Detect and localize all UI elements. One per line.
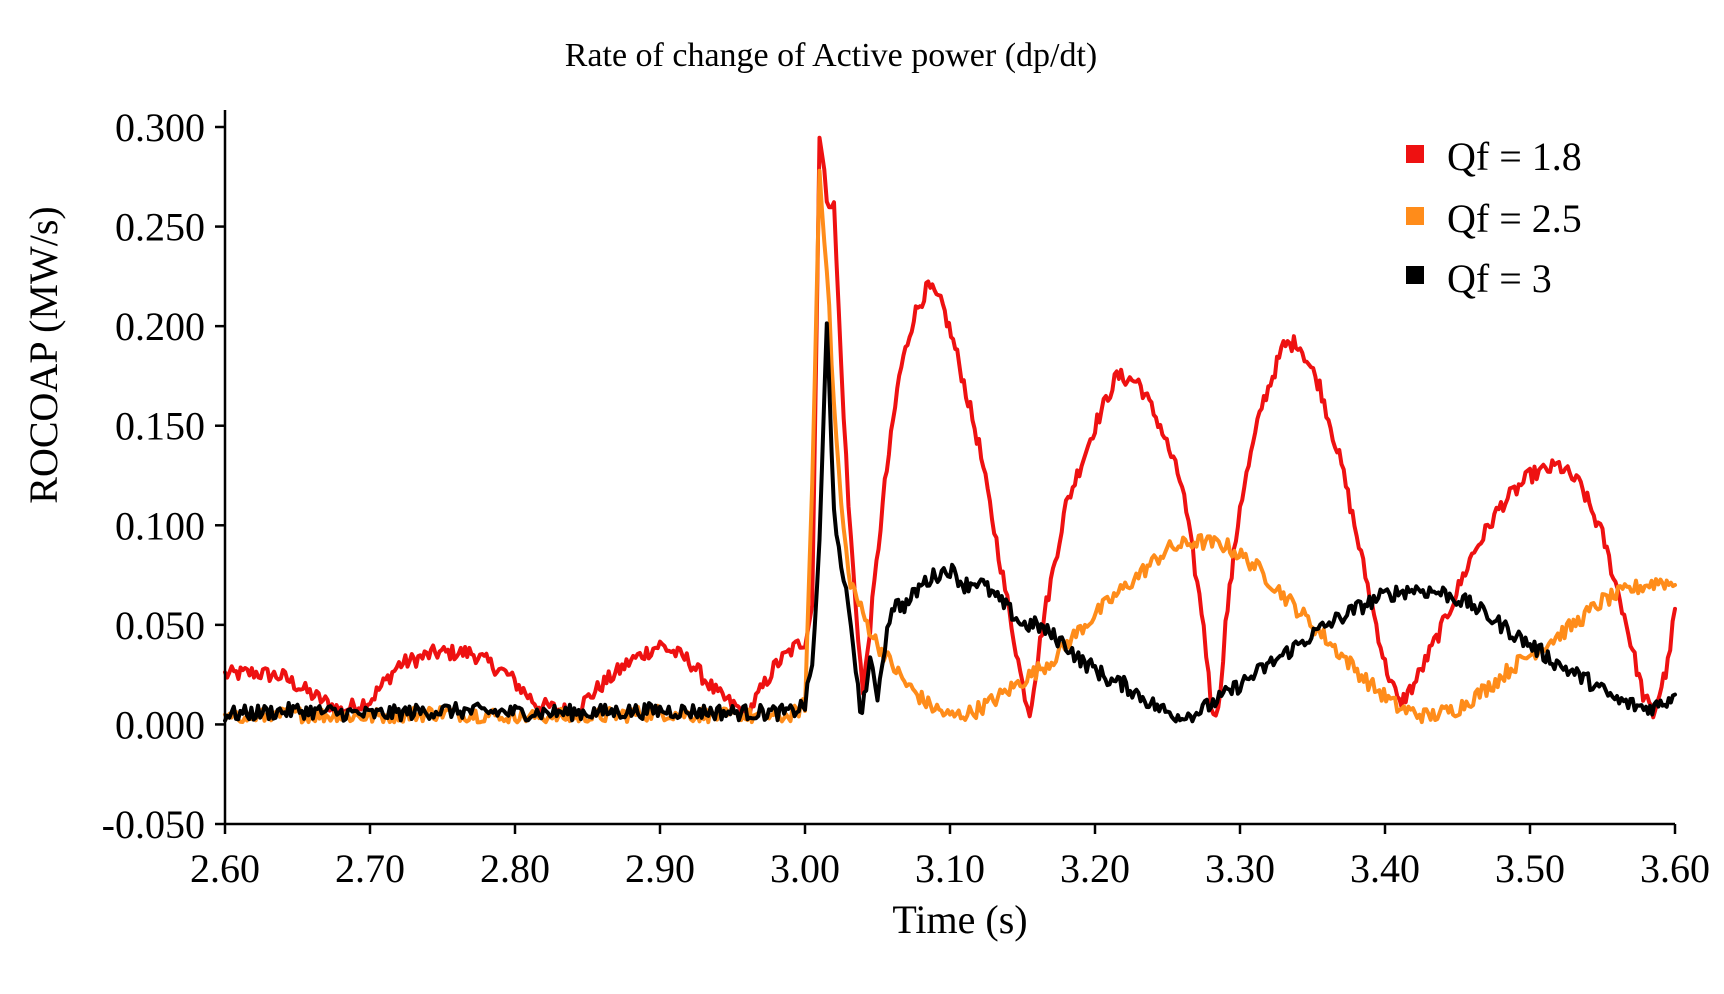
x-tick-label: 3.40: [1350, 846, 1420, 891]
legend-swatch-qf-2-5: [1406, 207, 1424, 225]
legend-swatch-qf-3: [1406, 266, 1424, 284]
x-tick-label: 3.30: [1205, 846, 1275, 891]
chart-title: Rate of change of Active power (dp/dt): [565, 37, 1097, 74]
legend-swatch-qf-1-8: [1406, 145, 1424, 163]
y-axis-label: ROCOAP (MW/s): [21, 206, 66, 503]
x-axis-label: Time (s): [892, 897, 1027, 942]
x-tick-label: 3.00: [770, 846, 840, 891]
plot-series: [223, 135, 1677, 725]
y-tick-label: 0.250: [115, 205, 205, 250]
x-tick-label: 3.20: [1060, 846, 1130, 891]
x-tick-label: 3.10: [915, 846, 985, 891]
x-tick-label: 3.50: [1495, 846, 1565, 891]
legend-label-qf-2-5: Qf = 2.5: [1447, 196, 1582, 241]
x-tick-label: 2.90: [625, 846, 695, 891]
x-tick-label: 2.80: [480, 846, 550, 891]
y-tick-label: 0.100: [115, 503, 205, 548]
y-tick-label: 0.200: [115, 304, 205, 349]
y-axis-ticks: -0.050 0.000 0.050 0.100 0.150 0.200 0.250 0.30…: [102, 105, 225, 847]
y-tick-label: 0.000: [115, 702, 205, 747]
legend-label-qf-1-8: Qf = 1.8: [1447, 134, 1582, 179]
x-tick-label: 3.60: [1640, 846, 1710, 891]
x-axis-ticks: 2.60 2.70 2.80 2.90 3.00 3.10 3.20 3.30 3.40 3.50…: [190, 824, 1710, 891]
legend-label-qf-3: Qf = 3: [1447, 256, 1552, 301]
x-tick-label: 2.70: [335, 846, 405, 891]
legend: Qf = 1.8 Qf = 2.5 Qf = 3: [1406, 134, 1582, 301]
y-tick-label: -0.050: [102, 802, 205, 847]
y-tick-label: 0.050: [115, 603, 205, 648]
series-line-qf-2-5: [223, 168, 1677, 725]
y-tick-label: 0.300: [115, 105, 205, 150]
series-line-qf-3: [223, 321, 1677, 724]
series-line-qf-1-8: [223, 135, 1677, 722]
x-tick-label: 2.60: [190, 846, 260, 891]
y-tick-label: 0.150: [115, 404, 205, 449]
